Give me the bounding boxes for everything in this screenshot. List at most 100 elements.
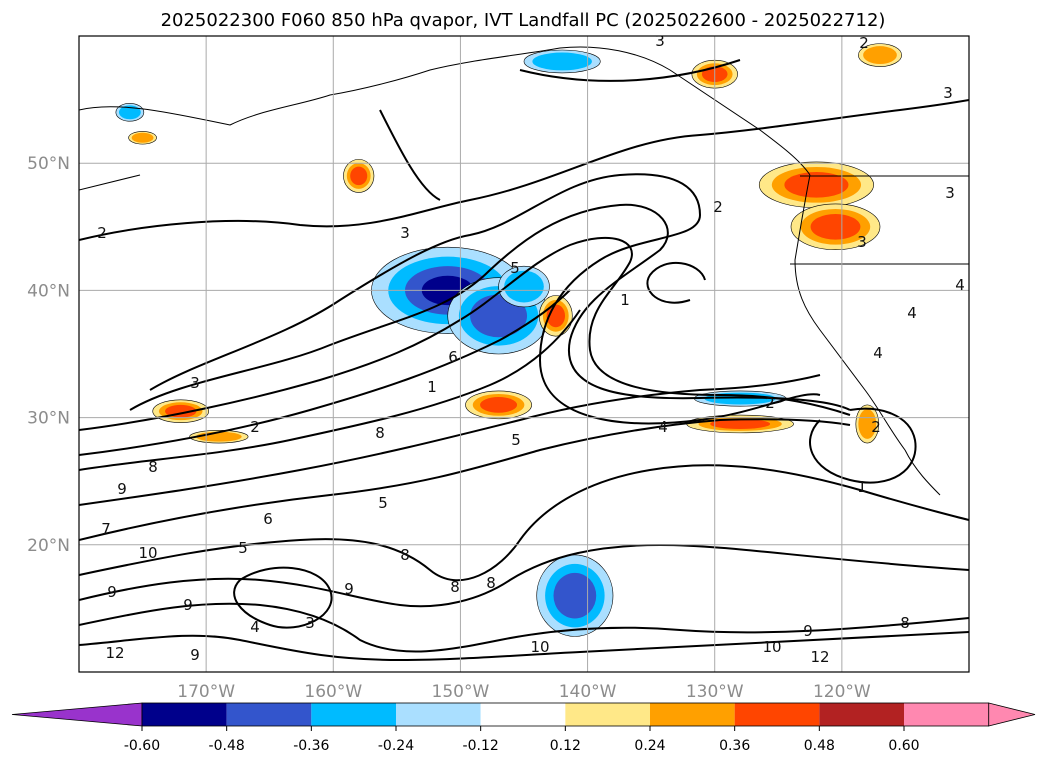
contour-line	[646, 261, 706, 304]
colorbar-bin	[480, 703, 566, 726]
map-frame	[78, 35, 970, 673]
shaded-region	[858, 43, 902, 67]
contour-label: 12	[105, 644, 124, 662]
shaded-level	[710, 418, 771, 429]
contour-label: 2	[97, 224, 107, 242]
shaded-level	[858, 409, 877, 439]
aleutian-coastline	[79, 174, 141, 191]
contour-line	[79, 543, 969, 608]
contour-line	[233, 566, 333, 629]
ivt-contours	[79, 59, 969, 662]
contour-line	[79, 289, 571, 456]
west-coast	[794, 174, 941, 496]
shaded-region	[536, 554, 614, 637]
lat-tick-label: 50°N	[27, 154, 70, 174]
shaded-region	[758, 161, 874, 209]
colorbar-tick-label: 0.60	[888, 738, 919, 754]
contour-line	[519, 59, 741, 82]
contour-label: 8	[375, 424, 385, 442]
lat-tick-label: 30°N	[27, 409, 70, 429]
contour-line	[79, 464, 969, 582]
contour-label: 10	[762, 638, 781, 656]
colorbar-tick-label: -0.12	[463, 738, 499, 754]
colorbar-extend-max	[988, 702, 1036, 727]
contour-label: 8	[900, 614, 910, 632]
contour-label: 4	[955, 276, 965, 294]
contour-label: 4	[250, 618, 260, 636]
colorbar-bin	[396, 703, 481, 726]
contour-label: 2	[859, 34, 869, 52]
contour-label: 3	[400, 224, 410, 242]
contour-line	[79, 99, 969, 241]
shaded-level	[350, 166, 368, 186]
contour-label: 3	[945, 184, 955, 202]
map-background	[79, 36, 969, 672]
lon-tick-label: 170°W	[177, 682, 235, 702]
contour-label: 9	[117, 480, 127, 498]
latitude-ticks: 20°N 30°N 40°N 50°N	[27, 154, 70, 556]
contour-line	[79, 309, 581, 471]
contour-label: 9	[803, 622, 813, 640]
shaded-region	[115, 103, 145, 122]
contour-label: 9	[344, 580, 354, 598]
contour-label: 6	[263, 510, 273, 528]
contour-line	[379, 109, 441, 201]
lon-tick-label: 140°W	[559, 682, 617, 702]
contour-line	[79, 374, 821, 506]
contour-label: 2	[250, 418, 260, 436]
lon-tick-label: 160°W	[304, 682, 362, 702]
contour-label: 3	[655, 32, 665, 50]
contour-line	[79, 631, 969, 662]
colorbar-tick-label: 0.48	[804, 738, 835, 754]
contour-label: 9	[107, 583, 117, 601]
contour-label: 1	[427, 378, 437, 396]
shaded-region	[855, 404, 880, 444]
alaska-coastline	[79, 46, 811, 176]
contour-label: 9	[183, 596, 193, 614]
gridlines	[79, 36, 969, 672]
contour-label: 10	[530, 638, 549, 656]
lat-tick-label: 40°N	[27, 281, 70, 301]
shaded-region	[343, 159, 375, 193]
lat-tick-label: 20°N	[27, 536, 70, 556]
contour-label: 2	[713, 198, 723, 216]
shaded-level	[553, 572, 597, 619]
contour-label: 4	[873, 344, 883, 362]
lon-tick-label: 150°W	[432, 682, 490, 702]
contour-label: 1	[620, 291, 630, 309]
shaded-level	[118, 105, 141, 120]
contour-line	[149, 173, 821, 425]
shaded-region	[152, 399, 209, 423]
shaded-level	[863, 46, 897, 65]
shaded-region	[498, 265, 550, 308]
shaded-level	[480, 397, 518, 413]
contour-label: 3	[305, 614, 315, 632]
colorbar-bin	[142, 703, 227, 726]
colorbar-tick-label: -0.60	[124, 738, 160, 754]
colorbar-tick-label: -0.24	[378, 738, 414, 754]
contour-label: 8	[450, 578, 460, 596]
contour-label: 5	[511, 431, 521, 449]
contour-label: 2	[765, 394, 775, 412]
contour-label: 4	[907, 304, 917, 322]
coastlines	[79, 46, 969, 496]
colorbar-bin	[650, 703, 735, 726]
colorbar-tick-label: 0.12	[550, 738, 581, 754]
contour-label: 8	[400, 546, 410, 564]
contour-label: 8	[148, 458, 158, 476]
shaded-region	[523, 49, 601, 74]
contour-label: 3	[943, 84, 953, 102]
contour-line	[79, 418, 851, 541]
contour-label: 8	[486, 574, 496, 592]
contour-line	[809, 407, 917, 484]
contour-label: 2	[871, 418, 881, 436]
contour-label: 7	[101, 520, 111, 538]
colorbar-bin	[819, 703, 904, 726]
contour-label: 9	[190, 646, 200, 664]
colorbar-tick-label: 0.36	[719, 738, 750, 754]
contour-label: 3	[190, 374, 200, 392]
colorbar-extend-min	[11, 702, 143, 727]
shaded-level	[532, 52, 592, 71]
